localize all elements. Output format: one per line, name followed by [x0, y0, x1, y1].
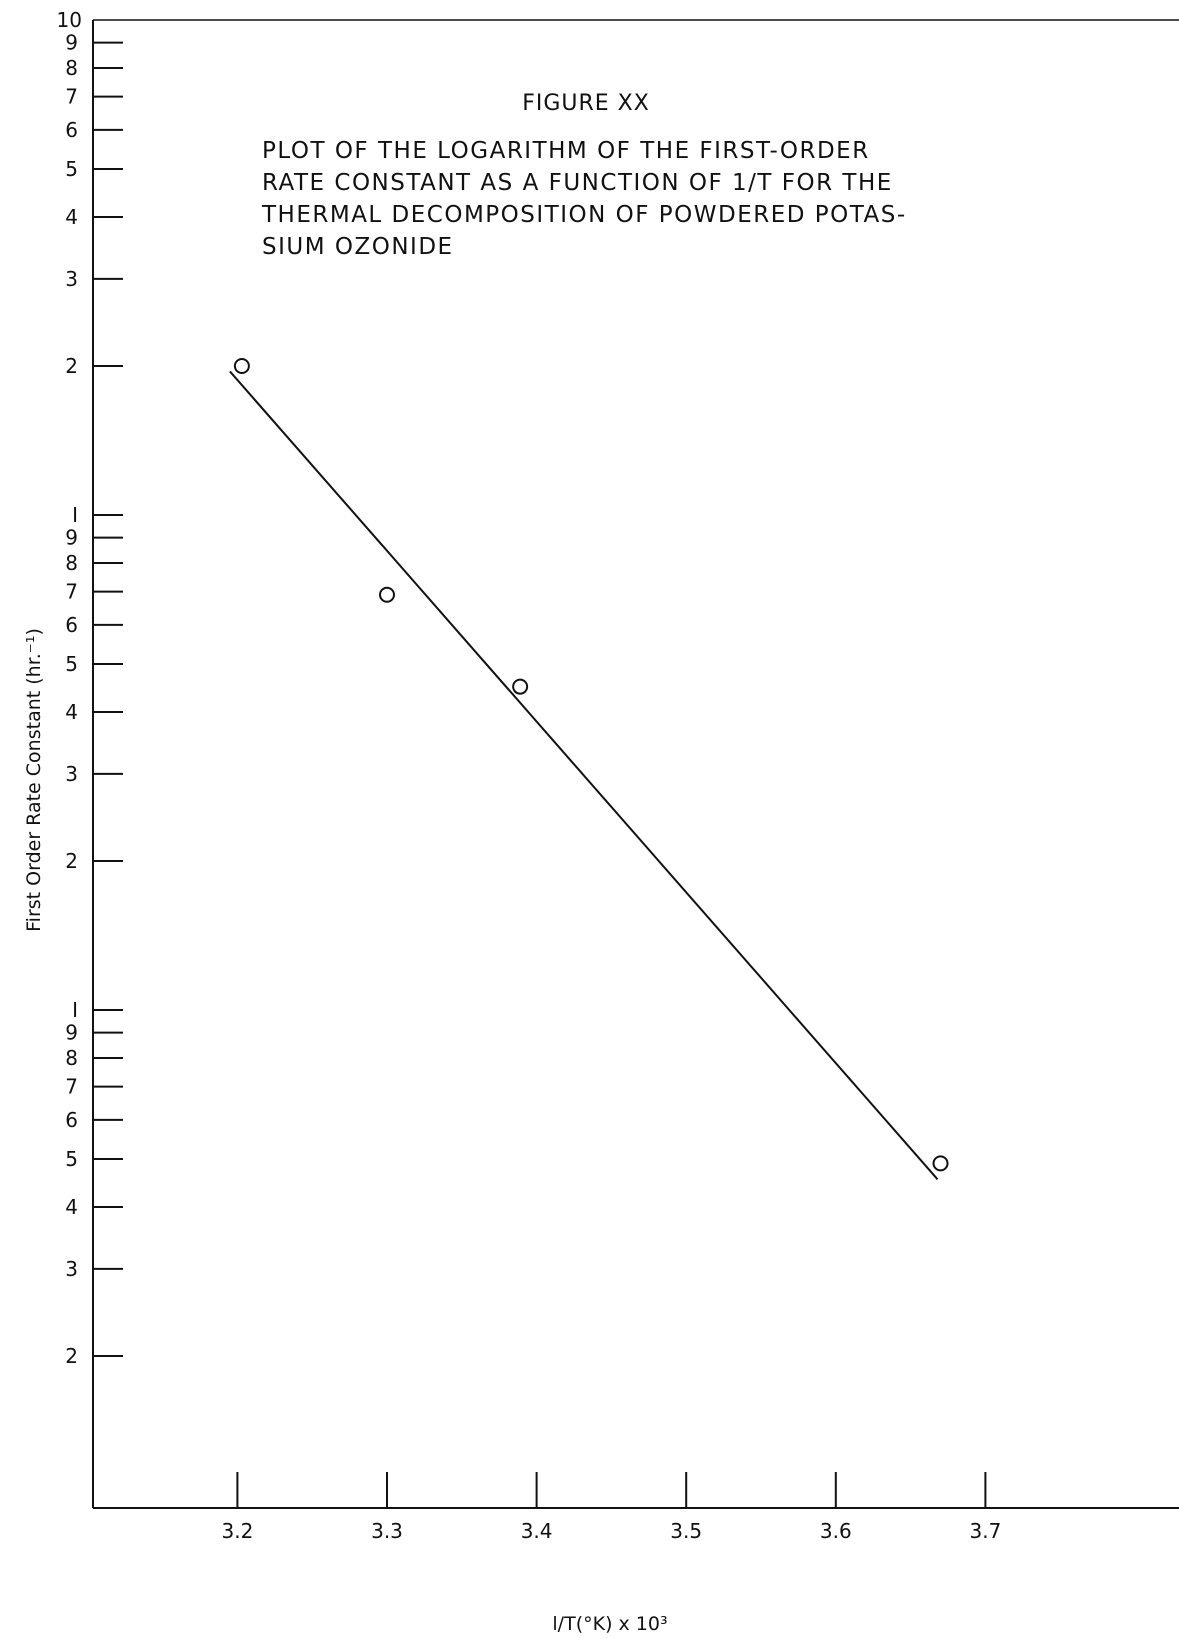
y-tick-label: 7	[65, 85, 78, 109]
y-tick-label: 5	[65, 1147, 78, 1171]
y-tick-label: 9	[65, 1021, 78, 1045]
x-tick-label: 3.2	[221, 1519, 253, 1543]
y-tick-label: 8	[65, 551, 78, 575]
y-tick-label: 7	[65, 580, 78, 604]
caption-line: RATE CONSTANT AS A FUNCTION OF 1/T FOR T…	[262, 170, 893, 196]
y-tick-label: 2	[65, 1344, 78, 1368]
y-tick-label: I	[72, 998, 78, 1022]
y-tick-label: 8	[65, 56, 78, 80]
axes	[92, 19, 1179, 1509]
y-tick-label: 9	[65, 526, 78, 550]
y-tick-label: 6	[65, 1108, 78, 1132]
y-tick-label: I	[72, 503, 78, 527]
data-point	[512, 678, 529, 695]
y-axis-label: First Order Rate Constant (hr.⁻¹)	[23, 628, 45, 932]
data-points	[233, 357, 949, 1172]
y-tick-label: 5	[65, 157, 78, 181]
y-tick-label: 2	[65, 354, 78, 378]
y-tick-label: 10	[57, 8, 82, 32]
x-tick-label: 3.6	[820, 1519, 852, 1543]
y-tick-label: 4	[65, 1195, 78, 1219]
x-tick-label: 3.3	[371, 1519, 403, 1543]
y-tick-label: 2	[65, 849, 78, 873]
x-tick-label: 3.7	[969, 1519, 1001, 1543]
caption-line: SIUM OZONIDE	[262, 234, 454, 260]
x-ticks: 3.2 3.3 3.4 3.5 3.6 3.7	[221, 1472, 1001, 1543]
fit-line-group	[229, 370, 939, 1180]
y-tick-label: 9	[65, 31, 78, 55]
caption-line: THERMAL DECOMPOSITION OF POWDERED POTAS-	[261, 202, 907, 228]
figure-caption: PLOT OF THE LOGARITHM OF THE FIRST-ORDER…	[261, 138, 907, 260]
data-point	[379, 586, 395, 603]
x-axis-label: l/T(°K) x 10³	[552, 1613, 667, 1635]
y-tick-label: 3	[65, 1257, 78, 1281]
fit-line	[229, 370, 939, 1180]
data-point	[233, 357, 250, 374]
y-tick-label: 5	[65, 652, 78, 676]
y-tick-label: 7	[65, 1075, 78, 1099]
figure-title: FIGURE XX	[522, 91, 650, 116]
y-tick-label: 4	[65, 205, 78, 229]
y-tick-label: 6	[65, 613, 78, 637]
x-tick-label: 3.5	[670, 1519, 702, 1543]
y-tick-label: 8	[65, 1046, 78, 1070]
y-tick-label: 4	[65, 700, 78, 724]
caption-line: PLOT OF THE LOGARITHM OF THE FIRST-ORDER	[262, 138, 870, 164]
y-tick-label: 3	[65, 762, 78, 786]
x-tick-label: 3.4	[521, 1519, 553, 1543]
y-tick-label: 3	[65, 267, 78, 291]
y-tick-label: 6	[65, 118, 78, 142]
data-point	[932, 1155, 949, 1172]
